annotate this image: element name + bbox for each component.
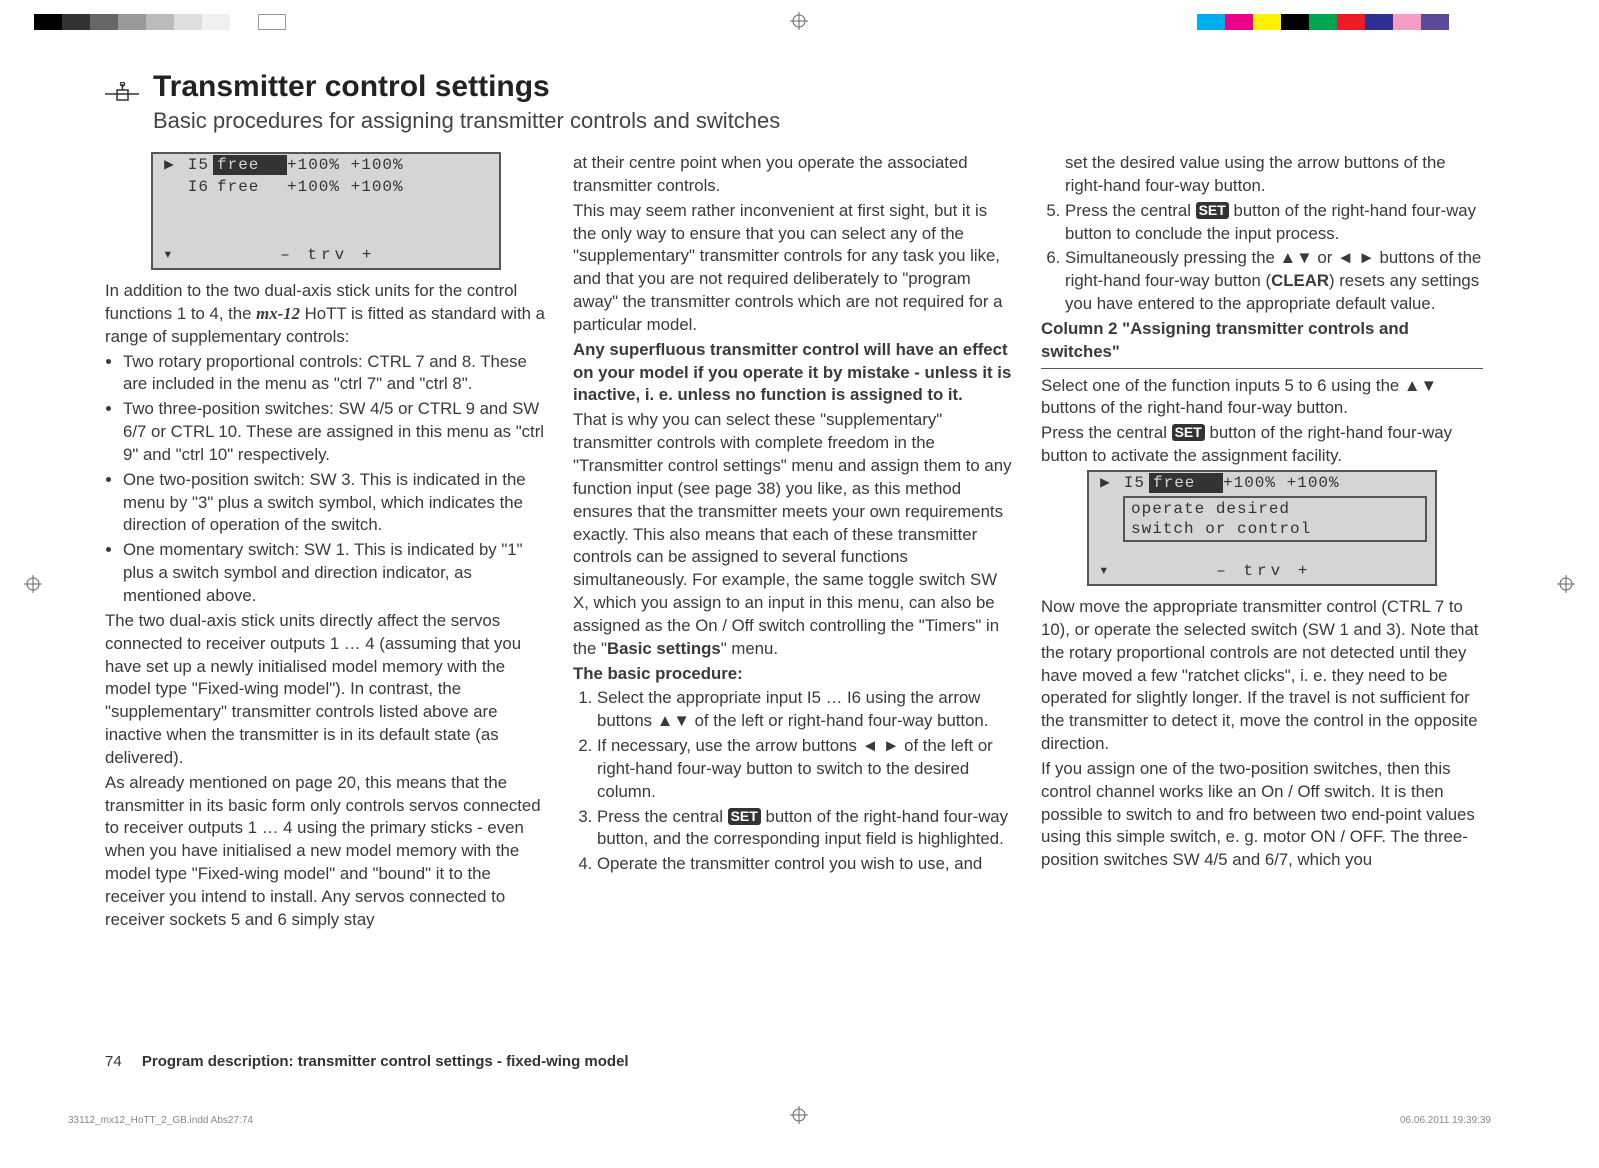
list-item: One two-position switch: SW 3. This is i… xyxy=(123,469,547,538)
page-number: 74 xyxy=(105,1053,122,1070)
lcd-pointer-icon: ▶ xyxy=(159,155,179,175)
registration-mark-icon xyxy=(24,575,42,593)
print-colorbar-left xyxy=(34,14,314,30)
set-button-label: SET xyxy=(1196,202,1229,219)
list-item: Two three-position switches: SW 4/5 or C… xyxy=(123,398,547,467)
text-columns: ▶ I5 free +100% +100% I6 free +100% +100… xyxy=(105,152,1483,1042)
registration-mark-icon xyxy=(1557,575,1575,593)
lcd-footer-label: – trv + xyxy=(280,245,375,265)
lcd-scroll-down-icon: ▾ xyxy=(1099,561,1111,581)
list-item: Simultaneously pressing the ▲▼ or ◄ ► bu… xyxy=(1065,247,1483,316)
list-item: Select the appropriate input I5 … I6 usi… xyxy=(597,687,1015,733)
set-button-label: SET xyxy=(728,808,761,825)
lcd-screen-1: ▶ I5 free +100% +100% I6 free +100% +100… xyxy=(151,152,501,270)
paragraph: This may seem rather inconvenient at fir… xyxy=(573,200,1015,337)
list-item: Press the central SET button of the righ… xyxy=(1065,200,1483,246)
lcd-message-line: operate desired xyxy=(1131,499,1419,519)
column-1: ▶ I5 free +100% +100% I6 free +100% +100… xyxy=(105,152,547,1042)
registration-mark-icon xyxy=(790,12,808,30)
imprint-filename: 33112_mx12_HoTT_2_GB.indd Abs27:74 xyxy=(68,1115,253,1126)
paragraph: As already mentioned on page 20, this me… xyxy=(105,772,547,932)
lcd-channel: I5 xyxy=(1115,473,1149,493)
section-heading: The basic procedure: xyxy=(573,663,1015,686)
warning-paragraph: Any superfluous transmitter control will… xyxy=(573,339,1015,408)
set-button-label: SET xyxy=(1172,424,1205,441)
registration-mark-icon xyxy=(790,1106,808,1124)
lcd-values: +100% +100% xyxy=(287,155,493,175)
lcd-assign-highlight: free xyxy=(1149,473,1223,493)
print-colorbar-right xyxy=(1169,14,1449,30)
footer-title: Program description: transmitter control… xyxy=(142,1053,629,1070)
lcd-pointer-icon: ▶ xyxy=(1095,473,1115,493)
divider xyxy=(1041,368,1483,369)
page-content: Transmitter control settings Basic proce… xyxy=(105,62,1495,1070)
lcd-message-line: switch or control xyxy=(1131,519,1419,539)
paragraph: at their centre point when you operate t… xyxy=(573,152,1015,198)
list-item: Two rotary proportional controls: CTRL 7… xyxy=(123,351,547,397)
paragraph: Press the central SET button of the righ… xyxy=(1041,422,1483,468)
paragraph: The two dual-axis stick units directly a… xyxy=(105,610,547,770)
section-heading: Column 2 "Assigning transmitter controls… xyxy=(1041,318,1483,364)
product-name: mx-12 xyxy=(256,304,300,323)
list-item: Press the central SET button of the righ… xyxy=(597,806,1015,852)
list-item: One momentary switch: SW 1. This is indi… xyxy=(123,539,547,608)
lcd-assign: free xyxy=(213,177,287,197)
page-title: Transmitter control settings xyxy=(153,70,550,104)
transmitter-control-icon xyxy=(105,82,139,102)
list-item: Operate the transmitter control you wish… xyxy=(597,853,1015,876)
lcd-assign-highlight: free xyxy=(213,155,287,175)
lcd-screen-2: ▶ I5 free +100% +100% operate desired sw… xyxy=(1087,470,1437,586)
paragraph: Select one of the function inputs 5 to 6… xyxy=(1041,375,1483,421)
lcd-message-box: operate desired switch or control xyxy=(1123,496,1427,542)
column-2: at their centre point when you operate t… xyxy=(573,152,1015,1042)
lcd-values: +100% +100% xyxy=(1223,473,1429,493)
lcd-values: +100% +100% xyxy=(287,177,493,197)
paragraph: That is why you can select these "supple… xyxy=(573,409,1015,660)
page-subtitle: Basic procedures for assigning transmitt… xyxy=(153,108,780,134)
lcd-scroll-down-icon: ▾ xyxy=(163,245,175,265)
lcd-channel: I6 xyxy=(179,177,213,197)
lcd-footer-label: – trv + xyxy=(1216,561,1311,581)
column-3: set the desired value using the arrow bu… xyxy=(1041,152,1483,1042)
page-footer: 74 Program description: transmitter cont… xyxy=(105,1053,629,1070)
lcd-channel: I5 xyxy=(179,155,213,175)
paragraph: set the desired value using the arrow bu… xyxy=(1041,152,1483,198)
imprint-timestamp: 06.06.2011 19:39:39 xyxy=(1400,1115,1491,1126)
paragraph: If you assign one of the two-position sw… xyxy=(1041,758,1483,872)
paragraph: Now move the appropriate transmitter con… xyxy=(1041,596,1483,756)
paragraph: In addition to the two dual-axis stick u… xyxy=(105,280,547,349)
list-item: If necessary, use the arrow buttons ◄ ► … xyxy=(597,735,1015,804)
